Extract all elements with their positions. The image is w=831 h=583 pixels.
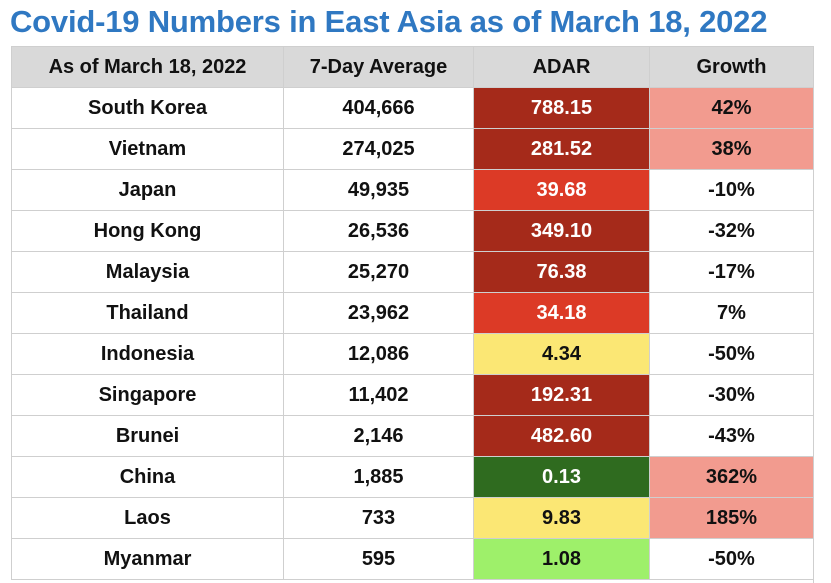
growth-cell: 362% [649,456,814,498]
country-cell: Malaysia [11,251,284,293]
table-row: Malaysia 25,270 76.38 -17% [11,251,814,293]
country-cell: Myanmar [11,538,284,580]
growth-cell: 185% [649,497,814,539]
data-table: As of March 18, 2022 7-Day Average ADAR … [11,46,814,580]
average-cell: 274,025 [283,128,474,170]
header-7-day-average: 7-Day Average [283,46,474,88]
adar-cell: 76.38 [473,251,650,293]
average-cell: 26,536 [283,210,474,252]
country-cell: China [11,456,284,498]
average-cell: 25,270 [283,251,474,293]
growth-cell: -43% [649,415,814,457]
growth-cell: 7% [649,292,814,334]
growth-cell: -10% [649,169,814,211]
country-cell: Singapore [11,374,284,416]
country-cell: Brunei [11,415,284,457]
growth-cell: -30% [649,374,814,416]
table-row: Vietnam 274,025 281.52 38% [11,128,814,170]
table-row: China 1,885 0.13 362% [11,456,814,498]
adar-cell: 9.83 [473,497,650,539]
country-cell: South Korea [11,87,284,129]
average-cell: 733 [283,497,474,539]
average-cell: 23,962 [283,292,474,334]
country-cell: Hong Kong [11,210,284,252]
growth-cell: -50% [649,333,814,375]
average-cell: 404,666 [283,87,474,129]
average-cell: 49,935 [283,169,474,211]
header-adar: ADAR [473,46,650,88]
average-cell: 2,146 [283,415,474,457]
adar-cell: 4.34 [473,333,650,375]
average-cell: 595 [283,538,474,580]
chart-title: Covid-19 Numbers in East Asia as of Marc… [10,4,768,39]
adar-cell: 34.18 [473,292,650,334]
country-cell: Thailand [11,292,284,334]
average-cell: 1,885 [283,456,474,498]
table-row: South Korea 404,666 788.15 42% [11,87,814,129]
country-cell: Vietnam [11,128,284,170]
table-row: Indonesia 12,086 4.34 -50% [11,333,814,375]
growth-cell: 38% [649,128,814,170]
table-row: Brunei 2,146 482.60 -43% [11,415,814,457]
adar-cell: 0.13 [473,456,650,498]
growth-cell: -17% [649,251,814,293]
table-row: Japan 49,935 39.68 -10% [11,169,814,211]
table-row: Myanmar 595 1.08 -50% [11,538,814,580]
table-row: Thailand 23,962 34.18 7% [11,292,814,334]
growth-cell: 42% [649,87,814,129]
country-cell: Indonesia [11,333,284,375]
adar-cell: 482.60 [473,415,650,457]
table-row: Singapore 11,402 192.31 -30% [11,374,814,416]
average-cell: 12,086 [283,333,474,375]
growth-cell: -50% [649,538,814,580]
growth-cell: -32% [649,210,814,252]
adar-cell: 349.10 [473,210,650,252]
header-growth: Growth [649,46,814,88]
header-country: As of March 18, 2022 [11,46,284,88]
adar-cell: 1.08 [473,538,650,580]
table-row: Laos 733 9.83 185% [11,497,814,539]
adar-cell: 192.31 [473,374,650,416]
adar-cell: 281.52 [473,128,650,170]
table-right-border [813,46,814,583]
adar-cell: 788.15 [473,87,650,129]
header-row: As of March 18, 2022 7-Day Average ADAR … [11,46,814,88]
average-cell: 11,402 [283,374,474,416]
table-body: South Korea 404,666 788.15 42% Vietnam 274,02… [11,87,814,580]
table-row: Hong Kong 26,536 349.10 -32% [11,210,814,252]
country-cell: Laos [11,497,284,539]
country-cell: Japan [11,169,284,211]
adar-cell: 39.68 [473,169,650,211]
